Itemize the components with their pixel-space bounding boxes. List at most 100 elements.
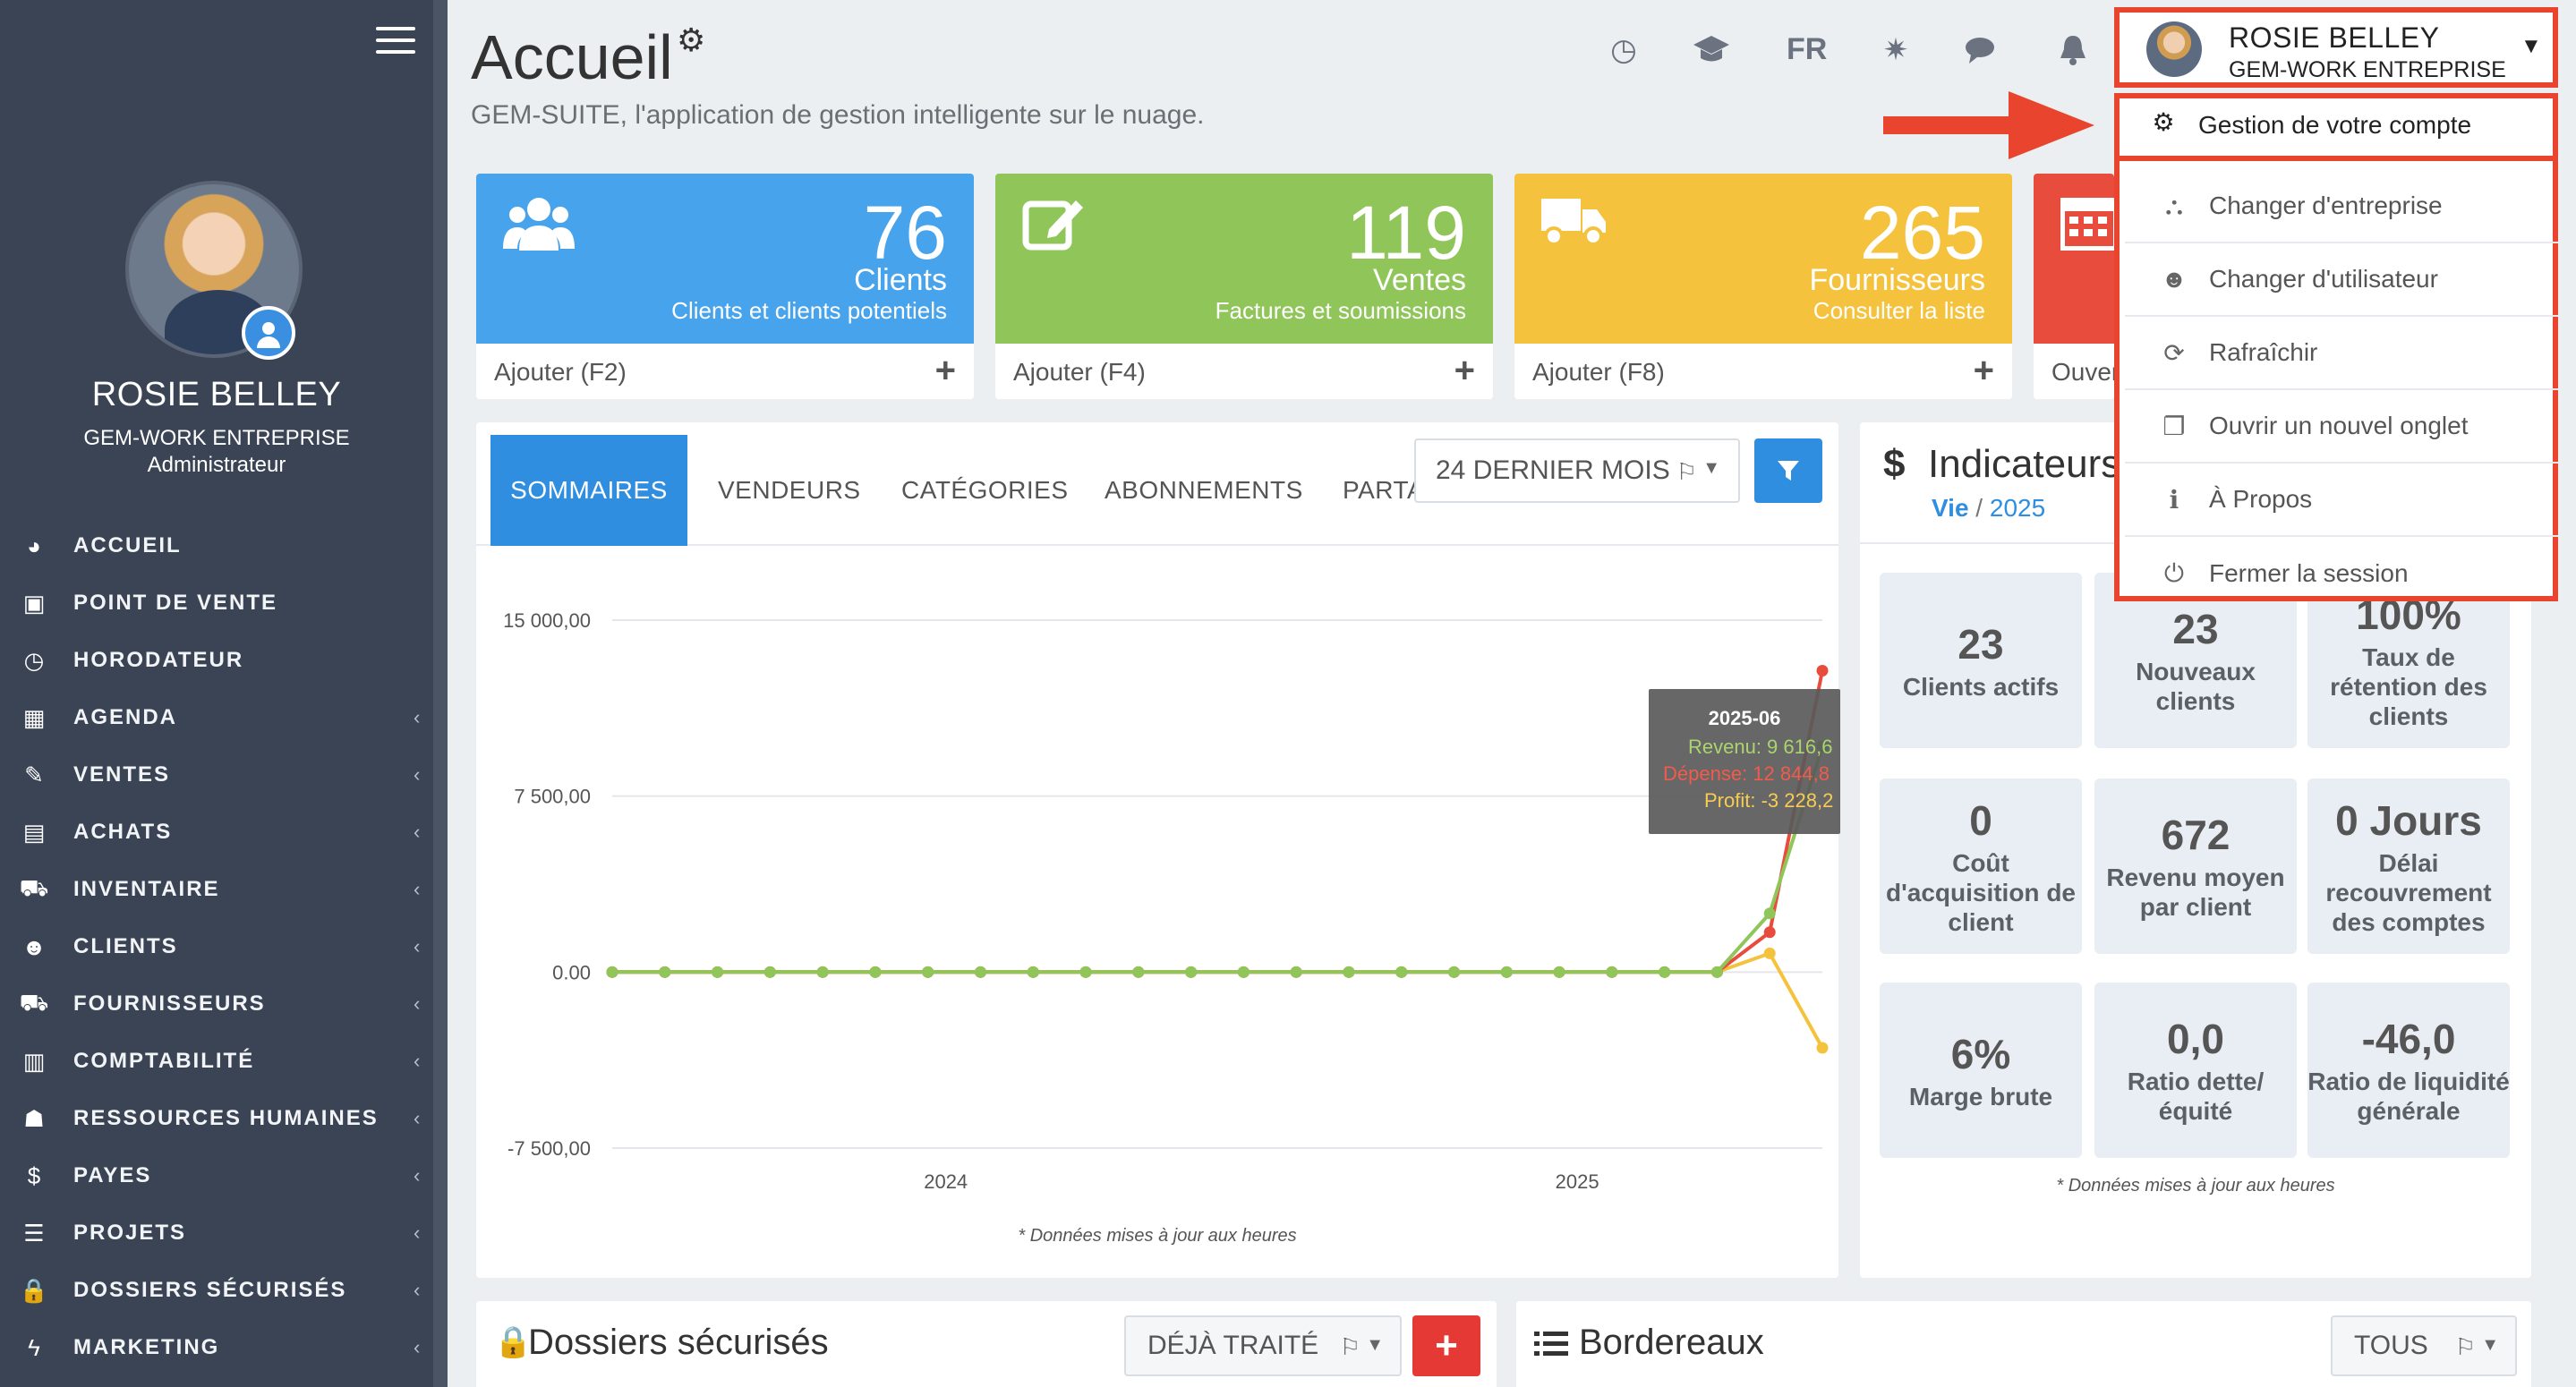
users-icon: ☻ <box>21 932 47 960</box>
sidebar-item-8[interactable]: ⛟ FOURNISSEURS ‹ <box>0 975 433 1033</box>
card-icon: ▤ <box>22 818 46 846</box>
lock-icon: 🔒 <box>494 1325 533 1359</box>
graduation-cap-icon[interactable] <box>1692 30 1731 70</box>
stat-card-3[interactable]: Ouver <box>2034 174 2114 399</box>
stat-number: 76 <box>863 191 947 275</box>
kpi-label: Délai recouvrement des comptes <box>2325 848 2492 936</box>
tab-sommaires[interactable]: SOMMAIRES <box>490 435 687 546</box>
language-switch[interactable]: FR <box>1787 32 1828 66</box>
stat-add-row[interactable]: Ajouter (F2) + <box>476 344 974 399</box>
sidebar-item-label: ACCUEIL <box>73 533 182 557</box>
kpi-value: 0,0 <box>2167 1016 2224 1062</box>
menu-item-4[interactable]: ❐ Ouvrir un nouvel onglet <box>2125 390 2558 464</box>
sidebar-item-1[interactable]: ▣ POINT DE VENTE <box>0 574 433 632</box>
menu-item-label: Rafraîchir <box>2209 338 2318 366</box>
menu-item-6[interactable]: ⏻ Fermer la session <box>2125 537 2558 610</box>
kpi-label: Marge brute <box>1908 1082 2053 1110</box>
stat-card-0[interactable]: 76 Clients Clients et clients potentiels Aj… <box>476 174 974 399</box>
user-dropdown-menu: ⛬ Changer d'entreprise ☻ Changer d'utilisat… <box>2114 97 2558 601</box>
edit-icon: ✎ <box>24 761 44 788</box>
dollar-icon: $ <box>27 1162 41 1189</box>
sidebar-item-14[interactable]: ϟ MARKETING ‹ <box>0 1319 433 1376</box>
sidebar-item-9[interactable]: ▥ COMPTABILITÉ ‹ <box>0 1033 433 1090</box>
calendar-icon: ▦ <box>22 703 46 731</box>
sidebar-item-6[interactable]: ⛟ INVENTAIRE ‹ <box>0 861 433 918</box>
menu-item-account-label: Gestion de votre compte <box>2198 111 2472 139</box>
menu-item-account[interactable]: ⚙ Gestion de votre compte <box>2114 93 2558 161</box>
chart-tabs: SOMMAIRES VENDEURS CATÉGORIES ABONNEMENT… <box>476 435 1838 546</box>
tab-vendeurs[interactable]: VENDEURS <box>718 476 861 504</box>
stat-subtitle: Factures et soumissions <box>1215 297 1466 324</box>
indicators-title: Indicateurs <box>1928 442 2121 486</box>
stat-add-row[interactable]: Ajouter (F4) + <box>995 344 1493 399</box>
title-gear-icon[interactable]: ⚙ <box>677 21 706 58</box>
sidebar-nav: ◕ ACCUEIL ▣ POINT DE VENTE ◷ HORODATEUR ▦ AGEND… <box>0 517 433 1376</box>
flag-icon: ⚐ <box>1676 458 1697 485</box>
bordereaux-filter-select[interactable]: TOUS ⚐ ▼ <box>2331 1315 2517 1376</box>
period-vie[interactable]: Vie <box>1932 494 1969 522</box>
power-icon: ⏻ <box>2163 558 2185 587</box>
stat-add-row[interactable]: Ajouter (F8) + <box>1514 344 2012 399</box>
kpi-card-7: 0,0 Ratio dette/ équité <box>2094 983 2297 1158</box>
tooltip-revenu: Revenu: 9 616,6 <box>1688 736 1833 758</box>
kpi-label: Clients actifs <box>1902 672 2060 701</box>
stat-card-2[interactable]: 265 Fournisseurs Consulter la liste Ajouter… <box>1514 174 2012 399</box>
kpi-card-6: 6% Marge brute <box>1880 983 2082 1158</box>
sidebar-item-5[interactable]: ▤ ACHATS ‹ <box>0 804 433 861</box>
sidebar-item-label: POINT DE VENTE <box>73 591 278 615</box>
filter-icon <box>1778 461 1799 481</box>
kpi-label: Ratio de liquidité générale <box>2307 1068 2510 1125</box>
profile-avatar[interactable] <box>125 181 303 358</box>
stat-card-header[interactable]: 265 Fournisseurs Consulter la liste <box>1514 174 2012 344</box>
sidebar-item-3[interactable]: ▦ AGENDA ‹ <box>0 689 433 746</box>
sidebar-item-label: AGENDA <box>73 705 178 729</box>
sidebar-item-13[interactable]: 🔒 DOSSIERS SÉCURISÉS ‹ <box>0 1262 433 1319</box>
sidebar-item-0[interactable]: ◕ ACCUEIL <box>0 517 433 574</box>
chat-icon[interactable] <box>1962 30 2001 70</box>
indicators-note: * Données mises à jour aux heures <box>2056 1176 2335 1196</box>
stat-add-row[interactable]: Ouver <box>2034 344 2114 399</box>
kpi-label: Nouveaux clients <box>2136 658 2256 715</box>
stat-label: Clients <box>854 263 947 297</box>
menu-toggle-icon[interactable] <box>376 27 415 54</box>
dashboard-icon: ◕ <box>27 532 41 559</box>
period-year[interactable]: 2025 <box>1989 494 2046 522</box>
cart-icon: ⛟ <box>19 873 49 901</box>
filter-button[interactable] <box>1754 438 1822 503</box>
secure-files-title: Dossiers sécurisés <box>528 1323 829 1362</box>
sidebar-item-10[interactable]: ☗ RESSOURCES HUMAINES ‹ <box>0 1090 433 1147</box>
sidebar-item-12[interactable]: ☰ PROJETS ‹ <box>0 1204 433 1262</box>
sidebar-scrollbar[interactable] <box>433 0 448 1387</box>
stat-card-header[interactable]: 119 Ventes Factures et soumissions <box>995 174 1493 344</box>
menu-item-5[interactable]: ℹ À Propos <box>2125 464 2558 537</box>
sidebar-item-11[interactable]: $ PAYES ‹ <box>0 1147 433 1204</box>
menu-item-2[interactable]: ☻ Changer d'utilisateur <box>2125 243 2558 317</box>
sidebar-item-4[interactable]: ✎ VENTES ‹ <box>0 746 433 804</box>
menu-item-3[interactable]: ⟳ Rafraîchir <box>2125 317 2558 390</box>
period-select[interactable]: 24 DERNIER MOIS ⚐ ▼ <box>1414 438 1740 503</box>
sidebar-item-7[interactable]: ☻ CLIENTS ‹ <box>0 918 433 975</box>
user-badge-icon <box>242 306 295 360</box>
add-secure-file-button[interactable]: + <box>1412 1315 1480 1376</box>
stat-card-1[interactable]: 119 Ventes Factures et soumissions Ajouter … <box>995 174 1493 399</box>
menu-item-label: À Propos <box>2209 485 2313 513</box>
history-icon[interactable]: ◷ <box>1610 33 1637 67</box>
bar-chart-icon: ▥ <box>22 1047 46 1075</box>
user-menu-toggle[interactable]: ROSIE BELLEY GEM-WORK ENTREPRISE ▼ <box>2114 7 2558 88</box>
sidebar-item-2[interactable]: ◷ HORODATEUR <box>0 632 433 689</box>
red-arrow-annotation <box>1883 91 2094 159</box>
stat-card-header[interactable] <box>2034 174 2114 344</box>
tab-abonnements[interactable]: ABONNEMENTS <box>1105 476 1303 504</box>
sidebar: ROSIE BELLEY GEM-WORK ENTREPRISE Adminis… <box>0 0 448 1387</box>
settings-icon[interactable]: ✷ <box>1882 33 1909 67</box>
secure-filter-select[interactable]: DÉJÀ TRAITÉ ⚐ ▼ <box>1124 1315 1402 1376</box>
stat-card-header[interactable]: 76 Clients Clients et clients potentiels <box>476 174 974 344</box>
notification-bell-icon[interactable] <box>2053 30 2093 70</box>
tab-categories[interactable]: CATÉGORIES <box>901 476 1069 504</box>
truck-icon: ⛟ <box>19 988 49 1016</box>
sidebar-item-label: COMPTABILITÉ <box>73 1049 255 1073</box>
profile-role: Administrateur <box>147 453 286 477</box>
chart-tooltip: 2025-06 Revenu: 9 616,6 Dépense: 12 844,… <box>1649 689 1840 834</box>
stat-add-label: Ouver <box>2051 358 2114 386</box>
menu-item-1[interactable]: ⛬ Changer d'entreprise <box>2125 170 2558 243</box>
